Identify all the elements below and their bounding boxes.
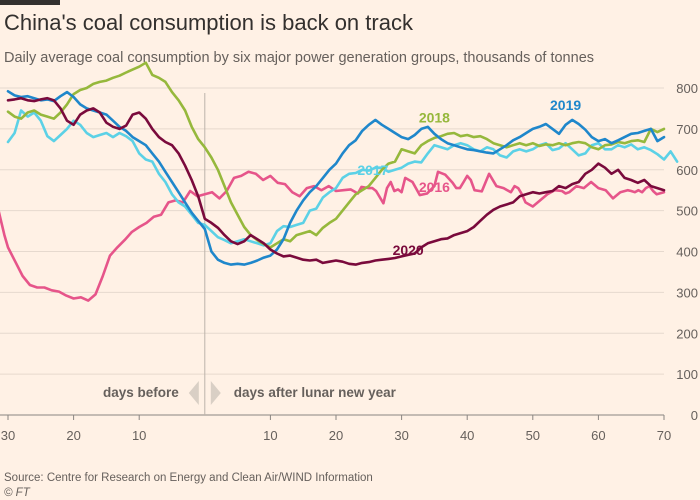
x-tick-label: 70: [657, 428, 671, 443]
series-labels: 2016 2017 2018 2019 2020: [357, 97, 581, 258]
series-label-2020: 2020: [393, 242, 424, 258]
y-tick-label: 800: [676, 81, 698, 96]
chart-title: China's coal consumption is back on trac…: [4, 10, 413, 35]
ft-credit: © FT: [4, 487, 30, 499]
days-before-label: days before: [103, 385, 179, 400]
x-tick-label: 60: [591, 428, 605, 443]
arrow-left-icon: [188, 381, 199, 405]
period-labels: days before days after lunar new year: [103, 381, 397, 405]
source-note: Source: Centre for Research on Energy an…: [4, 472, 373, 484]
x-tick-label: 20: [329, 428, 343, 443]
header-accent-bar: [0, 0, 60, 5]
y-tick-label: 700: [676, 122, 698, 137]
x-tick-label: 30: [1, 428, 15, 443]
x-tick-label: 40: [460, 428, 474, 443]
x-tick-label: 20: [66, 428, 80, 443]
series-line-2016: [0, 170, 666, 302]
y-axis-ticks: 0 100 200 300 400 500 600 700 800: [676, 81, 698, 423]
arrow-right-icon: [210, 381, 221, 405]
y-tick-label: 0: [691, 408, 698, 423]
y-tick-label: 100: [676, 367, 698, 382]
series-lines: [0, 61, 679, 302]
y-tick-label: 200: [676, 326, 698, 341]
x-tick-label: 10: [263, 428, 277, 443]
series-label-2016: 2016: [419, 179, 450, 195]
series-line-2017: [6, 109, 679, 247]
x-tick-label: 30: [394, 428, 408, 443]
series-label-2018: 2018: [419, 109, 450, 125]
chart-subtitle: Daily average coal consumption by six ma…: [4, 50, 595, 66]
x-axis-ticks: 30 20 10 10 20 30 40 50 60 70: [1, 415, 671, 443]
series-line-2020: [6, 96, 666, 266]
series-label-2019: 2019: [550, 97, 581, 113]
y-tick-label: 300: [676, 285, 698, 300]
y-tick-label: 600: [676, 163, 698, 178]
y-tick-label: 400: [676, 245, 698, 260]
series-label-2017: 2017: [357, 162, 388, 178]
x-tick-label: 50: [526, 428, 540, 443]
days-after-label: days after lunar new year: [234, 385, 397, 400]
series-line-2019: [6, 90, 666, 266]
y-tick-label: 500: [676, 204, 698, 219]
gridlines: [0, 87, 664, 416]
x-tick-label: 10: [132, 428, 146, 443]
series-line-2018: [6, 61, 666, 249]
